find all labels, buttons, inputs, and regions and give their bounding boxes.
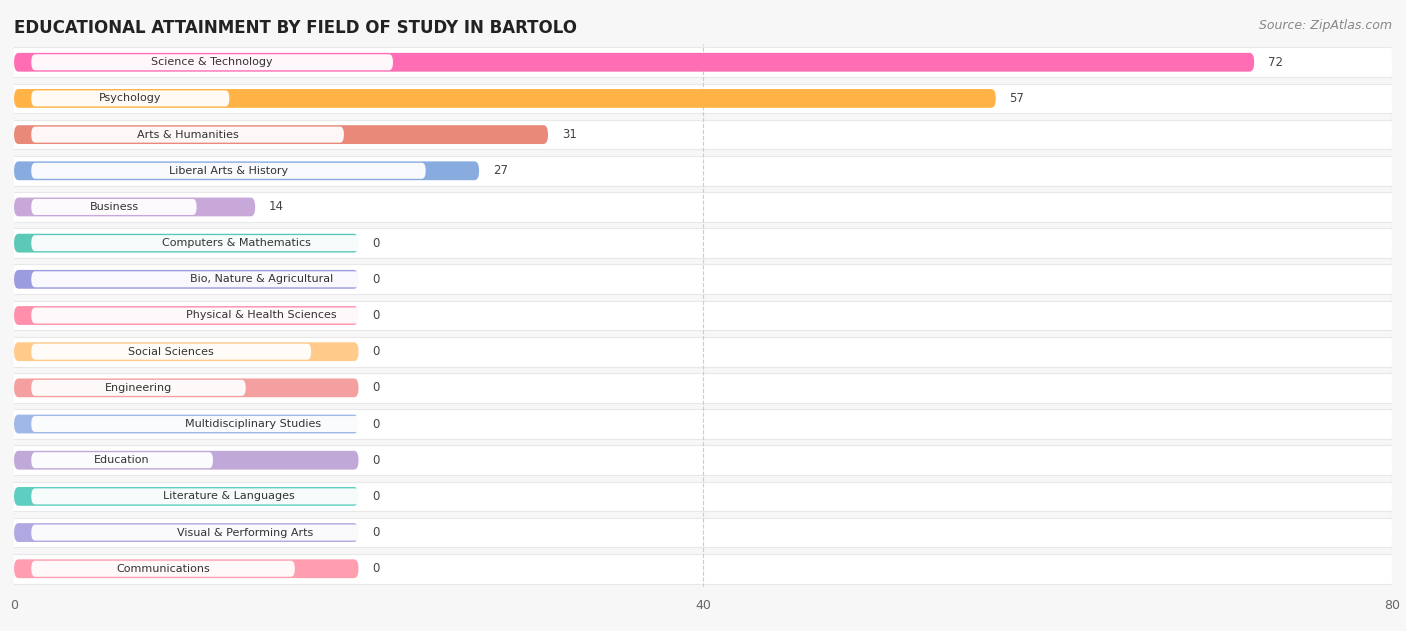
Text: 14: 14	[269, 201, 284, 213]
FancyBboxPatch shape	[14, 89, 995, 108]
Text: Computers & Mathematics: Computers & Mathematics	[162, 238, 311, 248]
FancyBboxPatch shape	[14, 487, 359, 506]
Text: Arts & Humanities: Arts & Humanities	[136, 129, 239, 139]
FancyBboxPatch shape	[14, 342, 359, 361]
FancyBboxPatch shape	[14, 162, 479, 180]
FancyBboxPatch shape	[0, 120, 1406, 150]
Text: Social Sciences: Social Sciences	[128, 346, 214, 357]
Text: Engineering: Engineering	[105, 383, 172, 393]
FancyBboxPatch shape	[0, 47, 1406, 77]
FancyBboxPatch shape	[14, 559, 359, 578]
Text: Psychology: Psychology	[98, 93, 162, 103]
FancyBboxPatch shape	[0, 300, 1406, 331]
FancyBboxPatch shape	[31, 344, 311, 360]
Text: 57: 57	[1010, 92, 1025, 105]
Text: Communications: Communications	[117, 563, 209, 574]
Text: 0: 0	[373, 237, 380, 250]
FancyBboxPatch shape	[14, 233, 359, 252]
FancyBboxPatch shape	[31, 235, 441, 251]
Text: Source: ZipAtlas.com: Source: ZipAtlas.com	[1258, 19, 1392, 32]
FancyBboxPatch shape	[31, 380, 246, 396]
FancyBboxPatch shape	[0, 481, 1406, 511]
FancyBboxPatch shape	[31, 54, 394, 70]
Text: Science & Technology: Science & Technology	[152, 57, 273, 68]
FancyBboxPatch shape	[31, 90, 229, 107]
FancyBboxPatch shape	[0, 228, 1406, 258]
FancyBboxPatch shape	[14, 198, 256, 216]
FancyBboxPatch shape	[31, 271, 491, 287]
Text: Business: Business	[90, 202, 139, 212]
Text: Physical & Health Sciences: Physical & Health Sciences	[186, 310, 336, 321]
FancyBboxPatch shape	[0, 409, 1406, 439]
Text: 0: 0	[373, 309, 380, 322]
FancyBboxPatch shape	[14, 379, 359, 398]
FancyBboxPatch shape	[0, 264, 1406, 294]
Text: 0: 0	[373, 345, 380, 358]
Text: Visual & Performing Arts: Visual & Performing Arts	[177, 528, 314, 538]
Text: 0: 0	[373, 381, 380, 394]
Text: 0: 0	[373, 526, 380, 539]
Text: 0: 0	[373, 454, 380, 467]
FancyBboxPatch shape	[14, 270, 359, 289]
FancyBboxPatch shape	[0, 373, 1406, 403]
Text: EDUCATIONAL ATTAINMENT BY FIELD OF STUDY IN BARTOLO: EDUCATIONAL ATTAINMENT BY FIELD OF STUDY…	[14, 19, 576, 37]
FancyBboxPatch shape	[14, 415, 359, 433]
Text: 0: 0	[373, 273, 380, 286]
FancyBboxPatch shape	[14, 451, 359, 469]
FancyBboxPatch shape	[0, 517, 1406, 548]
FancyBboxPatch shape	[31, 416, 475, 432]
FancyBboxPatch shape	[14, 53, 1254, 72]
Text: Multidisciplinary Studies: Multidisciplinary Studies	[186, 419, 321, 429]
FancyBboxPatch shape	[0, 83, 1406, 114]
Text: Education: Education	[94, 455, 150, 465]
Text: Literature & Languages: Literature & Languages	[163, 492, 294, 502]
FancyBboxPatch shape	[31, 199, 197, 215]
FancyBboxPatch shape	[31, 524, 458, 541]
FancyBboxPatch shape	[14, 523, 359, 542]
FancyBboxPatch shape	[31, 163, 426, 179]
Text: 72: 72	[1268, 56, 1282, 69]
FancyBboxPatch shape	[0, 554, 1406, 584]
FancyBboxPatch shape	[0, 192, 1406, 222]
Text: 27: 27	[494, 164, 508, 177]
FancyBboxPatch shape	[31, 488, 426, 504]
FancyBboxPatch shape	[14, 125, 548, 144]
FancyBboxPatch shape	[31, 307, 491, 324]
Text: Bio, Nature & Agricultural: Bio, Nature & Agricultural	[190, 274, 333, 285]
Text: 0: 0	[373, 418, 380, 430]
FancyBboxPatch shape	[31, 452, 212, 468]
FancyBboxPatch shape	[14, 306, 359, 325]
FancyBboxPatch shape	[31, 127, 344, 143]
FancyBboxPatch shape	[0, 445, 1406, 475]
FancyBboxPatch shape	[0, 156, 1406, 186]
FancyBboxPatch shape	[31, 561, 295, 577]
Text: 0: 0	[373, 490, 380, 503]
Text: 0: 0	[373, 562, 380, 575]
Text: 31: 31	[562, 128, 576, 141]
FancyBboxPatch shape	[0, 337, 1406, 367]
Text: Liberal Arts & History: Liberal Arts & History	[169, 166, 288, 176]
